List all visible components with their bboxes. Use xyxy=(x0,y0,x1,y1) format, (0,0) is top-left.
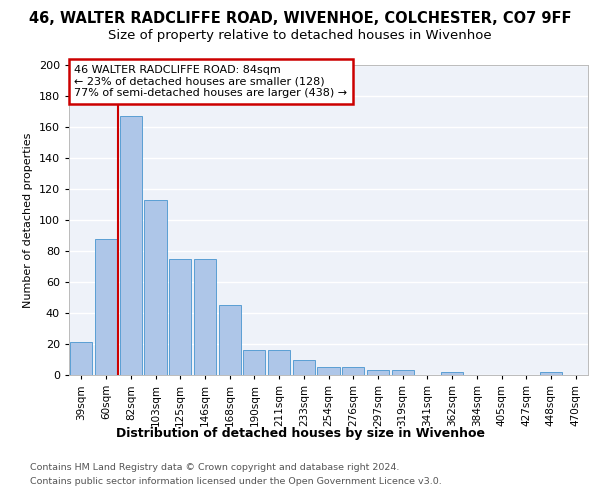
Bar xyxy=(540,372,562,375)
Text: Distribution of detached houses by size in Wivenhoe: Distribution of detached houses by size … xyxy=(115,428,485,440)
Bar xyxy=(268,350,290,375)
Bar xyxy=(70,342,92,375)
Bar xyxy=(95,238,117,375)
Y-axis label: Number of detached properties: Number of detached properties xyxy=(23,132,33,308)
Bar xyxy=(441,372,463,375)
Bar xyxy=(293,360,315,375)
Text: Size of property relative to detached houses in Wivenhoe: Size of property relative to detached ho… xyxy=(108,29,492,42)
Bar xyxy=(218,305,241,375)
Text: Contains HM Land Registry data © Crown copyright and database right 2024.: Contains HM Land Registry data © Crown c… xyxy=(30,462,400,471)
Bar xyxy=(194,259,216,375)
Bar xyxy=(367,370,389,375)
Text: 46 WALTER RADCLIFFE ROAD: 84sqm
← 23% of detached houses are smaller (128)
77% o: 46 WALTER RADCLIFFE ROAD: 84sqm ← 23% of… xyxy=(74,65,347,98)
Bar xyxy=(317,367,340,375)
Text: Contains public sector information licensed under the Open Government Licence v3: Contains public sector information licen… xyxy=(30,478,442,486)
Text: 46, WALTER RADCLIFFE ROAD, WIVENHOE, COLCHESTER, CO7 9FF: 46, WALTER RADCLIFFE ROAD, WIVENHOE, COL… xyxy=(29,11,571,26)
Bar xyxy=(145,200,167,375)
Bar xyxy=(119,116,142,375)
Bar xyxy=(342,367,364,375)
Bar xyxy=(169,259,191,375)
Bar xyxy=(243,350,265,375)
Bar xyxy=(392,370,414,375)
